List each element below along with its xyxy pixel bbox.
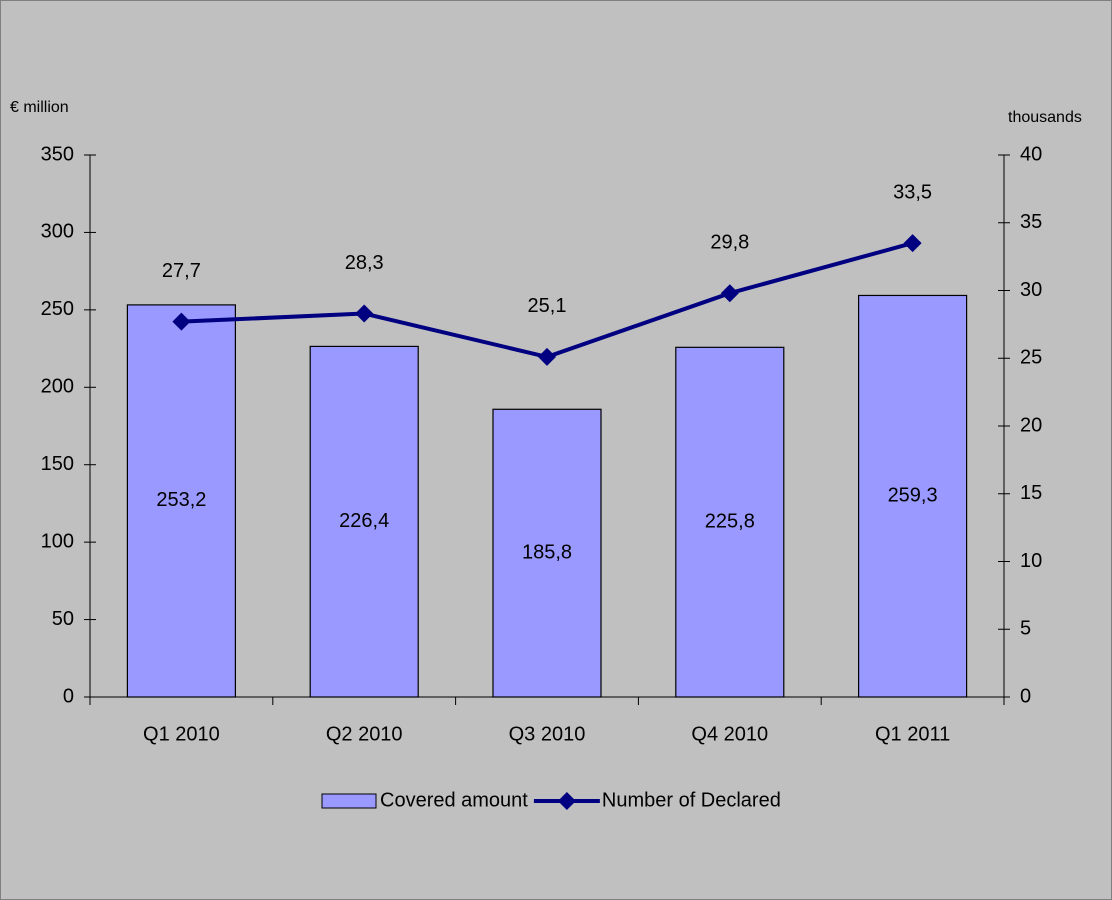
bar-value-label: 259,3 (888, 485, 938, 507)
x-tick-label: Q1 2010 (143, 723, 220, 745)
y-tick-label: 50 (52, 608, 74, 630)
line-marker (720, 284, 739, 303)
line-marker (903, 234, 922, 253)
y-tick-label: 300 (41, 221, 74, 243)
x-tick-label: Q4 2010 (691, 723, 768, 745)
line-value-label: 29,8 (710, 231, 749, 253)
line-marker (172, 312, 191, 331)
x-tick-label: Q2 2010 (326, 723, 403, 745)
line-marker (355, 304, 374, 323)
y2-tick-label: 15 (1020, 482, 1042, 504)
y2-tick-label: 25 (1020, 347, 1042, 369)
bar-value-label: 185,8 (522, 541, 572, 563)
bar (857, 294, 968, 698)
x-tick-label: Q3 2010 (509, 723, 586, 745)
line-value-label: 27,7 (162, 260, 201, 282)
bar (675, 346, 785, 698)
y2-axis-label: thousands (1008, 109, 1082, 126)
line-value-label: 25,1 (528, 295, 567, 317)
y2-tick-label: 10 (1020, 550, 1042, 572)
x-tick-label: Q1 2011 (875, 723, 950, 745)
legend-marker (557, 792, 576, 810)
y-tick-label: 200 (41, 376, 74, 398)
y-axis-label: € million (10, 99, 69, 116)
y-tick-label: 150 (41, 453, 74, 475)
line-marker (538, 347, 556, 366)
legend-label: Covered amount (380, 789, 528, 811)
bar (492, 408, 602, 698)
bar-value-label: 226,4 (339, 510, 389, 532)
y2-tick-label: 20 (1020, 414, 1042, 436)
line-value-label: 28,3 (345, 252, 384, 274)
y-tick-label: 0 (63, 685, 74, 707)
legend-label: Number of Declared (602, 789, 781, 811)
y2-tick-label: 35 (1020, 211, 1042, 233)
y2-tick-label: 5 (1020, 618, 1031, 640)
bar (126, 304, 237, 698)
y-tick-label: 100 (41, 530, 74, 552)
y-tick-label: 350 (41, 143, 74, 165)
bar-value-label: 253,2 (156, 489, 206, 511)
y-tick-label: 250 (41, 298, 74, 320)
y2-tick-label: 0 (1020, 685, 1031, 707)
bar (309, 345, 419, 698)
line-value-label: 33,5 (893, 181, 932, 203)
y2-tick-label: 40 (1020, 143, 1042, 165)
legend-swatch (321, 793, 377, 809)
y2-tick-label: 30 (1020, 279, 1042, 301)
bar-value-label: 225,8 (705, 510, 755, 532)
